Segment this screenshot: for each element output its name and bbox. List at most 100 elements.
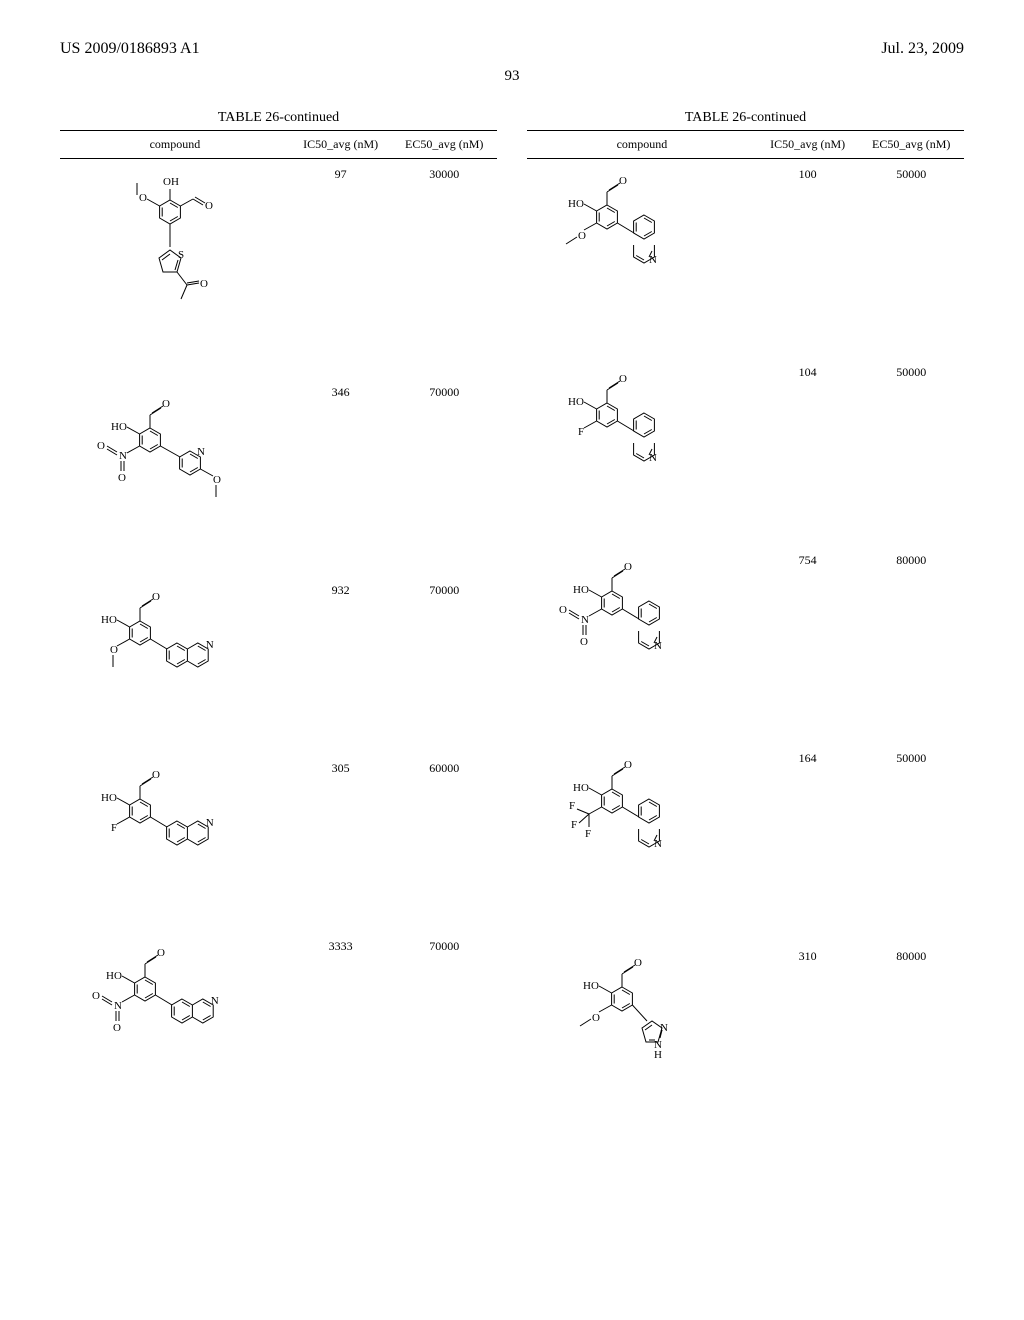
compound-structure: O HO O xyxy=(527,159,757,358)
svg-text:F: F xyxy=(578,426,584,438)
svg-text:O: O xyxy=(110,644,118,656)
svg-text:OH: OH xyxy=(163,176,179,188)
table-row: O HO N O O xyxy=(60,931,497,1119)
svg-text:O: O xyxy=(580,636,588,648)
svg-text:O: O xyxy=(97,440,105,452)
table-row: O HO N O O xyxy=(527,545,964,743)
page-number: 93 xyxy=(60,68,964,85)
ic50-value: 305 xyxy=(290,753,392,931)
svg-text:O: O xyxy=(113,1022,121,1034)
svg-text:N: N xyxy=(581,614,589,626)
svg-text:HO: HO xyxy=(573,584,589,596)
svg-text:HO: HO xyxy=(101,792,117,804)
col-ic50: IC50_avg (nM) xyxy=(757,131,859,159)
svg-text:N: N xyxy=(654,838,662,850)
svg-text:O: O xyxy=(619,373,627,385)
svg-text:O: O xyxy=(624,759,632,771)
svg-text:O: O xyxy=(578,230,586,242)
table-row: O HO O xyxy=(527,159,964,358)
svg-text:O: O xyxy=(559,604,567,616)
data-table-left: compound IC50_avg (nM) EC50_avg (nM) xyxy=(60,130,497,1119)
col-ec50: EC50_avg (nM) xyxy=(858,131,964,159)
compound-structure: O HO N O O xyxy=(60,931,290,1119)
ec50-value: 80000 xyxy=(858,941,964,1139)
svg-text:HO: HO xyxy=(111,421,127,433)
publication-date: Jul. 23, 2009 xyxy=(881,40,964,58)
svg-text:HO: HO xyxy=(101,614,117,626)
svg-text:N: N xyxy=(649,254,657,266)
chem-structure-icon: O HO O xyxy=(85,583,265,733)
svg-text:O: O xyxy=(592,1012,600,1024)
table-row: O HO O xyxy=(527,941,964,1139)
svg-text:N: N xyxy=(206,817,214,829)
ic50-value: 932 xyxy=(290,575,392,753)
ec50-value: 30000 xyxy=(391,159,497,378)
svg-text:HO: HO xyxy=(573,782,589,794)
ec50-value: 70000 xyxy=(391,931,497,1119)
col-ic50: IC50_avg (nM) xyxy=(290,131,392,159)
table-row: O HO F xyxy=(527,357,964,545)
table-row: OH O O xyxy=(60,159,497,378)
ic50-value: 3333 xyxy=(290,931,392,1119)
svg-text:N: N xyxy=(654,640,662,652)
svg-text:N: N xyxy=(119,450,127,462)
compound-structure: O HO F xyxy=(527,357,757,545)
svg-text:O: O xyxy=(118,472,126,484)
ic50-value: 754 xyxy=(757,545,859,743)
chem-structure-icon: O HO N O xyxy=(85,385,265,555)
table-title-right: TABLE 26-continued xyxy=(527,110,964,126)
col-ec50: EC50_avg (nM) xyxy=(391,131,497,159)
svg-text:O: O xyxy=(200,278,208,290)
compound-structure: O HO N O xyxy=(60,377,290,575)
compound-structure: O HO N O O xyxy=(527,545,757,743)
svg-text:HO: HO xyxy=(568,198,584,210)
svg-text:HO: HO xyxy=(568,396,584,408)
chem-structure-icon: O HO F xyxy=(85,761,265,911)
right-column: TABLE 26-continued compound IC50_avg (nM… xyxy=(527,110,964,1139)
ic50-value: 346 xyxy=(290,377,392,575)
chem-structure-icon: OH O O xyxy=(85,167,265,357)
ec50-value: 80000 xyxy=(858,545,964,743)
ic50-value: 97 xyxy=(290,159,392,378)
ic50-value: 164 xyxy=(757,743,859,941)
ic50-value: 310 xyxy=(757,941,859,1139)
compound-structure: O HO F xyxy=(60,753,290,931)
svg-text:N: N xyxy=(197,446,205,458)
svg-text:HO: HO xyxy=(583,980,599,992)
patent-page: US 2009/0186893 A1 Jul. 23, 2009 93 TABL… xyxy=(0,0,1024,1320)
svg-text:H: H xyxy=(654,1049,662,1061)
svg-text:N: N xyxy=(206,639,214,651)
svg-text:F: F xyxy=(571,819,577,831)
svg-text:O: O xyxy=(162,398,170,410)
ec50-value: 50000 xyxy=(858,159,964,358)
left-column: TABLE 26-continued compound IC50_avg (nM… xyxy=(60,110,497,1139)
table-row: O HO F F F xyxy=(527,743,964,941)
svg-text:O: O xyxy=(92,990,100,1002)
svg-text:O: O xyxy=(205,200,213,212)
ic50-value: 100 xyxy=(757,159,859,358)
compound-structure: O HO O xyxy=(527,941,757,1139)
svg-text:O: O xyxy=(139,192,147,204)
svg-text:O: O xyxy=(157,947,165,959)
data-table-right: compound IC50_avg (nM) EC50_avg (nM) xyxy=(527,130,964,1139)
content-columns: TABLE 26-continued compound IC50_avg (nM… xyxy=(60,110,964,1139)
svg-text:N: N xyxy=(649,452,657,464)
chem-structure-icon: O HO O xyxy=(552,949,732,1119)
ec50-value: 50000 xyxy=(858,357,964,545)
chem-structure-icon: O HO F F F xyxy=(552,751,732,921)
chem-structure-icon: O HO F xyxy=(552,365,732,525)
svg-text:F: F xyxy=(111,822,117,834)
compound-structure: O HO O xyxy=(60,575,290,753)
table-row: O HO N O xyxy=(60,377,497,575)
svg-text:HO: HO xyxy=(106,970,122,982)
col-compound: compound xyxy=(60,131,290,159)
page-header: US 2009/0186893 A1 Jul. 23, 2009 xyxy=(60,40,964,58)
table-row: O HO F xyxy=(60,753,497,931)
svg-text:O: O xyxy=(634,957,642,969)
svg-text:O: O xyxy=(619,175,627,187)
compound-structure: OH O O xyxy=(60,159,290,378)
compound-structure: O HO F F F xyxy=(527,743,757,941)
chem-structure-icon: O HO O xyxy=(552,167,732,337)
ec50-value: 60000 xyxy=(391,753,497,931)
svg-text:N: N xyxy=(211,995,219,1007)
